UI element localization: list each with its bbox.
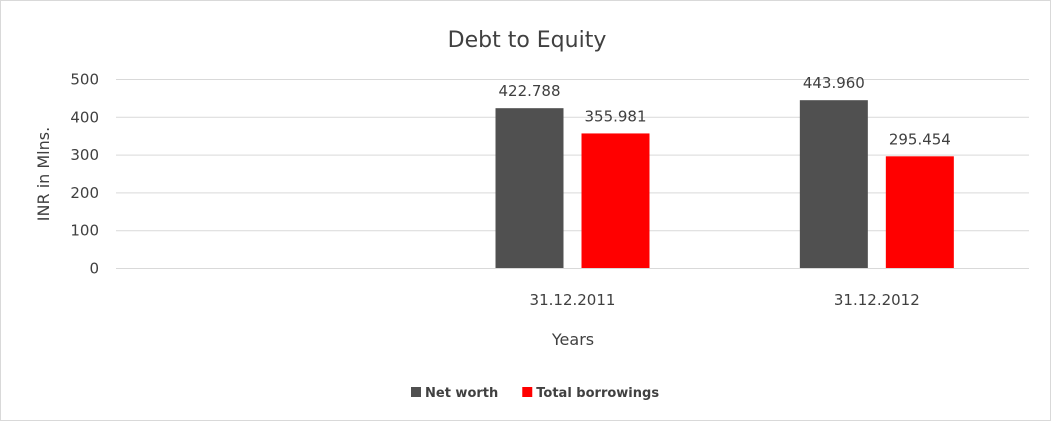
legend-swatch bbox=[411, 387, 421, 397]
chart-title: Debt to Equity bbox=[448, 28, 607, 53]
data-label: 443.960 bbox=[803, 74, 865, 92]
y-tick-label: 300 bbox=[70, 146, 99, 164]
x-axis-label: Years bbox=[551, 330, 594, 349]
bar-net-worth bbox=[495, 108, 564, 269]
y-tick-label: 0 bbox=[89, 260, 99, 278]
y-axis-label: INR in Mlns. bbox=[34, 127, 53, 221]
y-tick-label: 500 bbox=[70, 71, 99, 89]
bar-total-borrowings bbox=[885, 156, 954, 268]
legend-swatch bbox=[522, 387, 533, 397]
y-tick-label: 400 bbox=[70, 108, 99, 126]
bar-net-worth bbox=[799, 100, 868, 268]
y-tick-label: 200 bbox=[70, 184, 99, 202]
y-tick-label: 100 bbox=[70, 222, 99, 240]
x-tick-label: 31.12.2012 bbox=[834, 291, 920, 309]
data-label: 295.454 bbox=[889, 130, 951, 148]
data-label: 422.788 bbox=[498, 82, 560, 100]
legend-label: Total borrowings bbox=[536, 386, 659, 401]
legend-label: Net worth bbox=[425, 386, 498, 401]
data-label: 355.981 bbox=[584, 107, 646, 125]
x-tick-label: 31.12.2011 bbox=[530, 291, 616, 309]
bar-total-borrowings bbox=[581, 133, 650, 268]
